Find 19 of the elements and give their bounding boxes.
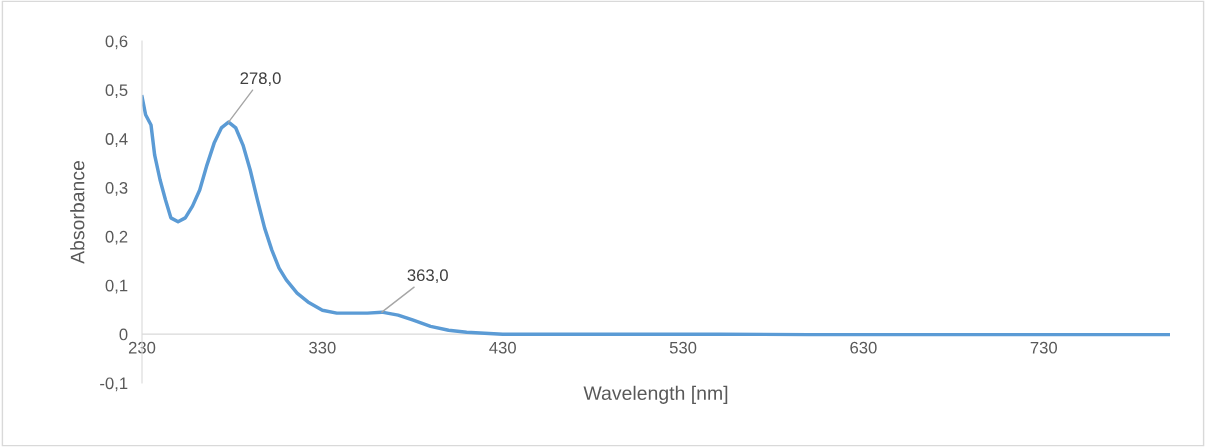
x-tick-label: 530 xyxy=(669,341,697,354)
y-tick-label: 0 xyxy=(119,328,128,341)
y-tick-label: -0,1 xyxy=(100,377,128,392)
x-axis-title: Wavelength [nm] xyxy=(583,385,728,404)
line-series xyxy=(142,94,1170,337)
annotation: 278,0 xyxy=(240,72,281,87)
y-tick-label: 0,2 xyxy=(105,230,128,245)
y-axis-title: Absorbance xyxy=(70,160,85,264)
x-tick-label: 430 xyxy=(489,341,516,354)
x-tick-label: 330 xyxy=(309,341,336,354)
x-tick-label: 230 xyxy=(128,341,156,354)
y-tick-label: 0,6 xyxy=(105,35,128,50)
x-tick-label: 730 xyxy=(1030,341,1058,354)
x-tick-label: 630 xyxy=(850,341,877,354)
y-tick-label: 0,5 xyxy=(105,84,128,99)
y-tick-label: 0,4 xyxy=(105,133,128,147)
y-tick-label: 0,1 xyxy=(105,279,128,294)
y-tick-label: 0,3 xyxy=(105,181,128,196)
annotation: 363,0 xyxy=(407,269,448,284)
